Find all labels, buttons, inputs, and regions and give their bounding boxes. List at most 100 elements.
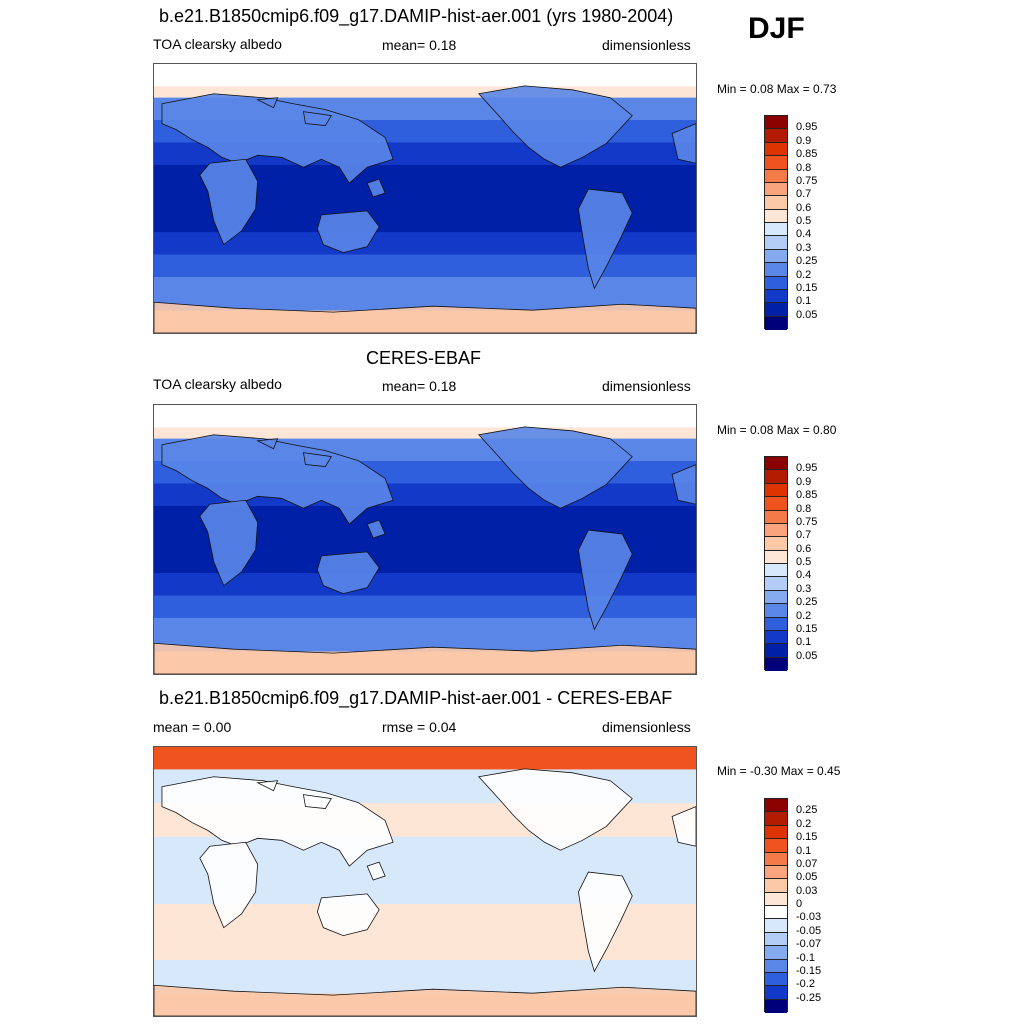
- continent-outline: [316, 551, 380, 595]
- colorbar-swatch: [765, 510, 787, 524]
- latitude-band: [154, 276, 696, 289]
- minmax-label: Min = 0.08 Max = 0.73: [717, 82, 837, 96]
- latitude-band: [154, 120, 696, 132]
- colorbar-tick-label: 0.3: [796, 582, 812, 595]
- minmax-label: Min = -0.30 Max = 0.45: [717, 764, 841, 778]
- colorbar-tick-label: 0.1: [796, 844, 812, 857]
- colorbar: [764, 456, 788, 671]
- latitude-band: [154, 550, 696, 563]
- continent-outline: [302, 111, 332, 126]
- colorbar-tick-label: 0.3: [796, 241, 812, 254]
- colorbar-tick-label: 0.15: [796, 622, 818, 635]
- colorbar-swatch: [765, 865, 787, 880]
- colorbar-tick-label: 0.05: [796, 308, 818, 321]
- colorbar-tick-label: 0.2: [796, 609, 812, 622]
- latitude-band: [154, 176, 696, 188]
- colorbar-tick-label: 0.8: [796, 502, 812, 515]
- latitude-band: [154, 153, 696, 166]
- colorbar-swatch: [765, 169, 787, 183]
- colorbar-tick-label: 0.4: [796, 569, 812, 582]
- colorbar-swatch: [765, 523, 787, 538]
- colorbar-tick-label: 0.95: [796, 121, 818, 134]
- latitude-band: [154, 870, 696, 882]
- continent-outline: [366, 178, 386, 198]
- latitude-band: [154, 859, 696, 871]
- continent-outline: [161, 93, 394, 184]
- colorbar-swatch: [765, 249, 787, 264]
- mean-label: mean= 0.18: [382, 378, 457, 394]
- colorbar-tick-label: 0.05: [796, 649, 818, 662]
- continent-outline: [671, 123, 696, 164]
- latitude-band: [154, 769, 696, 782]
- latitude-band: [154, 86, 696, 99]
- colorbar-tick-label: 0.1: [796, 636, 812, 649]
- map-canvas: [154, 747, 696, 1016]
- continent-outline: [302, 452, 332, 467]
- units-label: dimensionless: [602, 719, 691, 735]
- latitude-band: [154, 198, 696, 211]
- latitude-band: [154, 640, 696, 653]
- latitude-band: [154, 814, 696, 826]
- colorbar-swatch: [765, 892, 787, 906]
- latitude-band: [154, 528, 696, 540]
- mean-label: mean = 0.00: [153, 719, 232, 735]
- colorbar-swatch: [765, 657, 787, 671]
- latitude-band: [154, 220, 696, 233]
- colorbar-tick-label: 0.75: [796, 515, 818, 528]
- units-label: dimensionless: [602, 37, 691, 53]
- colorbar-tick-label: 0.7: [796, 529, 812, 542]
- colorbar-swatch: [765, 116, 787, 130]
- colorbar-swatch: [765, 303, 787, 317]
- latitude-band: [154, 629, 696, 641]
- map-plot: [153, 404, 697, 675]
- colorbar-tick-label: 0.9: [796, 134, 812, 147]
- continent-outline: [199, 499, 259, 587]
- continent-outline: [366, 519, 386, 539]
- continent-outline: [161, 776, 394, 867]
- latitude-band: [154, 75, 696, 87]
- colorbar-swatch: [765, 550, 787, 564]
- colorbar-swatch: [765, 223, 787, 237]
- colorbar-swatch: [765, 182, 787, 197]
- map-plot: [153, 63, 697, 334]
- colorbar-swatch: [765, 142, 787, 157]
- colorbar-swatch: [765, 644, 787, 658]
- colorbar-swatch: [765, 263, 787, 277]
- colorbar-swatch: [765, 236, 787, 250]
- latitude-band: [154, 971, 696, 983]
- latitude-band: [154, 892, 696, 905]
- colorbar-swatch: [765, 825, 787, 840]
- latitude-band: [154, 427, 696, 440]
- colorbar-swatch: [765, 919, 787, 933]
- latitude-band: [154, 539, 696, 552]
- latitude-band: [154, 449, 696, 462]
- continent-outline: [366, 861, 386, 881]
- colorbar: [764, 798, 788, 1013]
- colorbar-tick-label: 0.25: [796, 804, 818, 817]
- colorbar-swatch: [765, 959, 787, 973]
- colorbar-tick-label: -0.15: [796, 964, 822, 977]
- colorbar-tick-label: 0.9: [796, 475, 812, 488]
- colorbar-swatch: [765, 129, 787, 143]
- colorbar-swatch: [765, 812, 787, 826]
- colorbar-tick-label: -0.03: [796, 911, 822, 924]
- colorbar-tick-label: -0.25: [796, 991, 822, 1004]
- colorbar-tick-label: 0.15: [796, 831, 818, 844]
- continent-outline: [578, 188, 633, 290]
- colorbar-tick-label: 0.03: [796, 884, 818, 897]
- latitude-band: [154, 926, 696, 939]
- minmax-label: Min = 0.08 Max = 0.80: [717, 423, 837, 437]
- colorbar-swatch: [765, 483, 787, 498]
- latitude-band: [154, 617, 696, 630]
- map-canvas: [154, 64, 696, 333]
- latitude-band: [154, 825, 696, 838]
- latitude-band: [154, 461, 696, 473]
- latitude-band: [154, 288, 696, 300]
- colorbar-tick-label: 0.07: [796, 857, 818, 870]
- colorbar-tick-label: 0.4: [796, 228, 812, 241]
- latitude-band: [154, 494, 696, 507]
- colorbar-swatch: [765, 879, 787, 893]
- colorbar-swatch: [765, 316, 787, 330]
- latitude-band: [154, 517, 696, 529]
- colorbar-swatch: [765, 537, 787, 551]
